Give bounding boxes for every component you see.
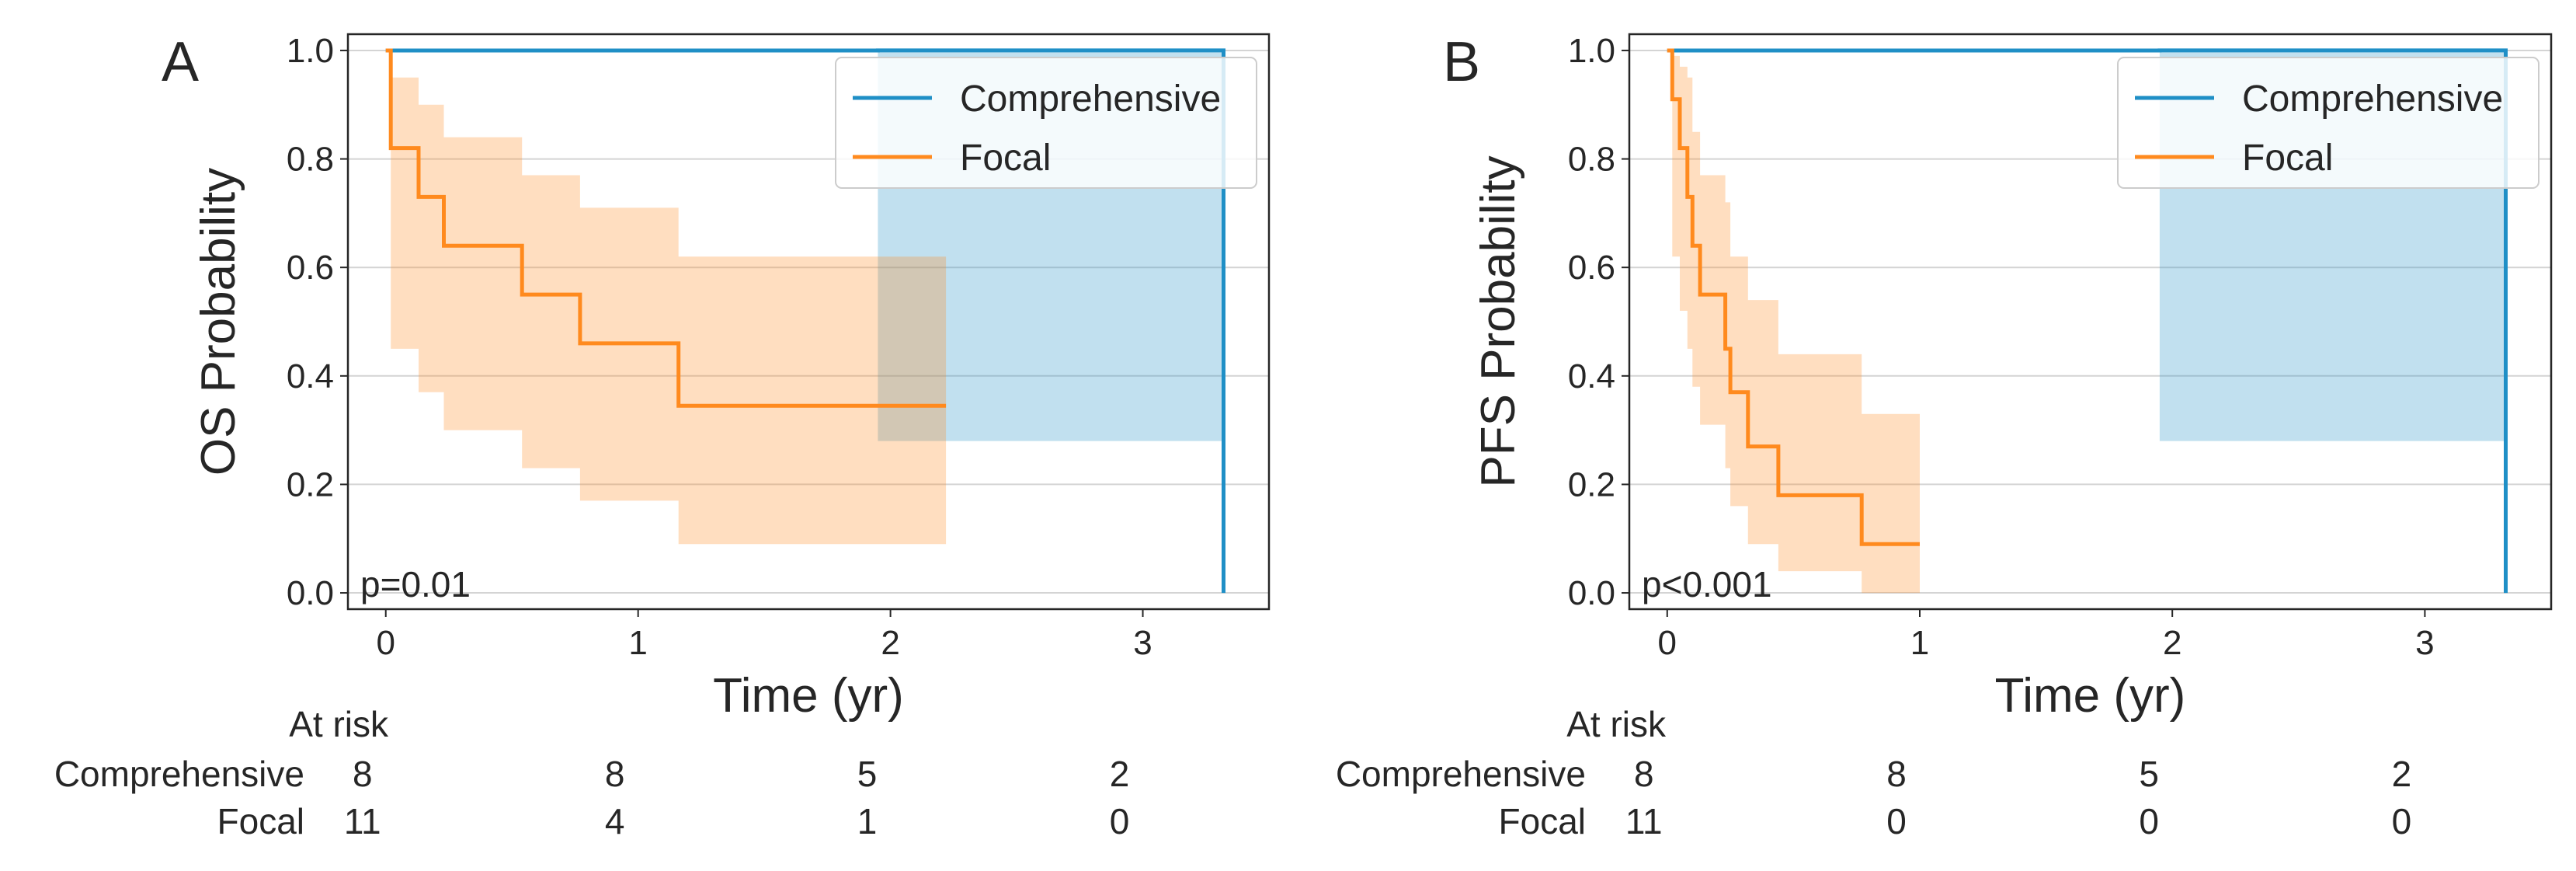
at-risk-count: 8: [353, 754, 373, 794]
y-tick-label: 0.2: [287, 465, 334, 503]
survival-line-focal: [385, 48, 947, 408]
at-risk-count: 11: [344, 801, 381, 841]
axes-frame: [1628, 33, 2553, 611]
y-tick-label: 1.0: [287, 32, 334, 70]
y-axis-label: PFS Probability: [1472, 155, 1525, 487]
y-tick-label: 0.6: [1568, 249, 1615, 287]
at-risk-count: 4: [605, 801, 625, 841]
legend-box: [835, 57, 1257, 189]
km-panel-a: 0.0 0.2 0.4 0.6 0.8 1.0 0 1 2 3 Time (yr) OS Probab…: [54, 31, 1271, 841]
legend-entry: Focal: [960, 138, 1051, 179]
at-risk-count: 0: [2392, 801, 2412, 841]
at-risk-count: 8: [1634, 754, 1654, 794]
x-tick-label: 1: [1910, 624, 1929, 662]
at-risk-count: 0: [1110, 801, 1130, 841]
x-tick-label: 0: [376, 624, 395, 662]
at-risk-table: At risk Comprehensive 8 8 5 2 Focal 11 4 1 0: [54, 704, 1130, 841]
at-risk-row-label: Focal: [1499, 801, 1586, 841]
legend-entry: Comprehensive: [960, 78, 1221, 120]
legend-entry: Focal: [2242, 138, 2333, 179]
x-axis-label: Time (yr): [1995, 669, 2186, 723]
survival-line-comprehensive: [1667, 48, 2508, 594]
at-risk-row-label: Comprehensive: [54, 754, 304, 794]
survival-line-focal: [1667, 48, 1920, 546]
y-tick-label: 0.4: [287, 357, 334, 395]
y-axis-label: OS Probability: [192, 168, 245, 476]
axes-frame: [346, 33, 1271, 611]
at-risk-count: 8: [1886, 754, 1907, 794]
legend-entry: Comprehensive: [2242, 78, 2503, 120]
x-tick-label: 0: [1658, 624, 1677, 662]
p-value-annotation: p<0.001: [1642, 564, 1772, 604]
at-risk-title: At risk: [1566, 704, 1667, 744]
y-tick-label: 1.0: [1568, 32, 1615, 70]
at-risk-count: 5: [2139, 754, 2159, 794]
at-risk-count: 5: [857, 754, 878, 794]
ci-band-focal: [1667, 50, 1920, 594]
ci-band-focal: [385, 50, 947, 545]
at-risk-table: At risk Comprehensive 8 8 5 2 Focal 11 0 0 0: [1336, 704, 2411, 841]
y-tick-label: 0.2: [1568, 465, 1615, 503]
at-risk-count: 0: [1886, 801, 1907, 841]
panel-label: B: [1443, 31, 1480, 93]
panel-label: A: [162, 31, 199, 93]
at-risk-title: At risk: [289, 704, 389, 744]
survival-line-comprehensive: [385, 48, 1225, 594]
x-axis-label: Time (yr): [713, 669, 904, 723]
at-risk-count: 8: [605, 754, 625, 794]
x-tick-label: 2: [2163, 624, 2181, 662]
at-risk-count: 11: [1625, 801, 1663, 841]
x-tick-label: 3: [2415, 624, 2434, 662]
at-risk-count: 2: [1110, 754, 1130, 794]
y-tick-label: 0.6: [287, 249, 334, 287]
y-tick-label: 0.4: [1568, 357, 1615, 395]
at-risk-count: 1: [857, 801, 878, 841]
at-risk-row-label: Focal: [217, 801, 304, 841]
x-tick-label: 1: [628, 624, 647, 662]
km-panel-b: 0.0 0.2 0.4 0.6 0.8 1.0 0 1 2 3 Time (yr) PFS Proba…: [1336, 31, 2553, 841]
legend-box: [2117, 57, 2539, 189]
y-tick-label: 0.0: [1568, 574, 1615, 612]
legend: Comprehensive Focal: [835, 57, 1257, 189]
x-tick-label: 2: [881, 624, 899, 662]
at-risk-count: 0: [2139, 801, 2159, 841]
legend: Comprehensive Focal: [2117, 57, 2539, 189]
x-tick-label: 3: [1133, 624, 1152, 662]
at-risk-count: 2: [2392, 754, 2412, 794]
y-tick-label: 0.8: [287, 141, 334, 179]
p-value-annotation: p=0.01: [360, 564, 471, 604]
y-tick-label: 0.8: [1568, 141, 1615, 179]
y-tick-label: 0.0: [287, 574, 334, 612]
at-risk-row-label: Comprehensive: [1336, 754, 1586, 794]
